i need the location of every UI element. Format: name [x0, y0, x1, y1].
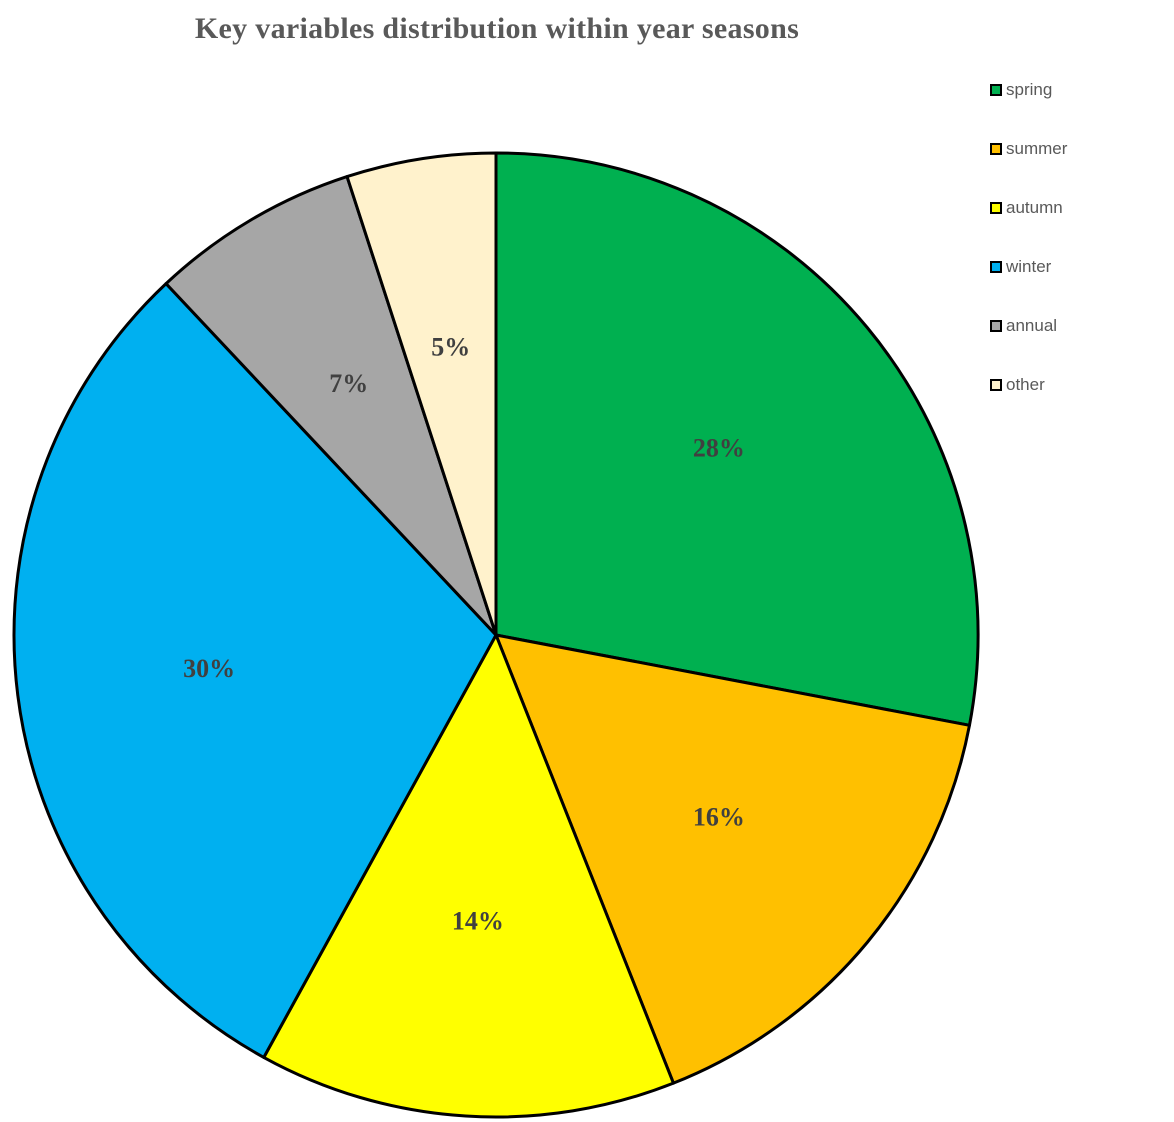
pie-slice-other [345, 151, 498, 637]
pie-slice-annual [164, 175, 498, 637]
legend-item-other: other [990, 355, 1160, 414]
legend-swatch-annual [990, 319, 1002, 332]
legend-label-other: other [1006, 374, 1045, 394]
legend-swatch-summer [990, 142, 1002, 155]
data-label-spring: 28% [693, 434, 745, 463]
pie-chart: 28% 16% 14% 30% 7% 5% [12, 151, 980, 1119]
legend-swatch-winter [990, 260, 1002, 273]
legend-item-winter: winter [990, 237, 1160, 296]
chart-title: Key variables distribution within year s… [194, 12, 800, 45]
pie-slice-autumn [262, 633, 675, 1119]
pie-slice-winter [12, 282, 498, 1059]
data-label-other: 5% [431, 332, 470, 361]
legend-swatch-spring [990, 83, 1002, 96]
legend-label-winter: winter [1006, 256, 1052, 276]
legend-label-autumn: autumn [1006, 197, 1063, 217]
pie-slices [12, 151, 980, 1119]
data-label-summer: 16% [693, 802, 745, 831]
legend-swatch-autumn [990, 201, 1002, 214]
legend-swatch-other [990, 378, 1002, 391]
legend-label-summer: summer [1006, 138, 1068, 158]
pie-slice-summer [494, 633, 971, 1085]
pie-data-labels: 28% 16% 14% 30% 7% 5% [183, 332, 745, 935]
legend-item-summer: summer [990, 119, 1160, 178]
legend: spring summer autumn winter annual other [990, 60, 1160, 414]
data-label-winter: 30% [183, 654, 235, 683]
legend-label-annual: annual [1006, 315, 1058, 335]
legend-label-spring: spring [1006, 79, 1053, 99]
legend-item-annual: annual [990, 296, 1160, 355]
data-label-annual: 7% [329, 369, 368, 398]
legend-item-autumn: autumn [990, 178, 1160, 237]
pie-slice-spring [494, 151, 980, 727]
data-label-autumn: 14% [452, 907, 504, 936]
legend-item-spring: spring [990, 60, 1160, 119]
